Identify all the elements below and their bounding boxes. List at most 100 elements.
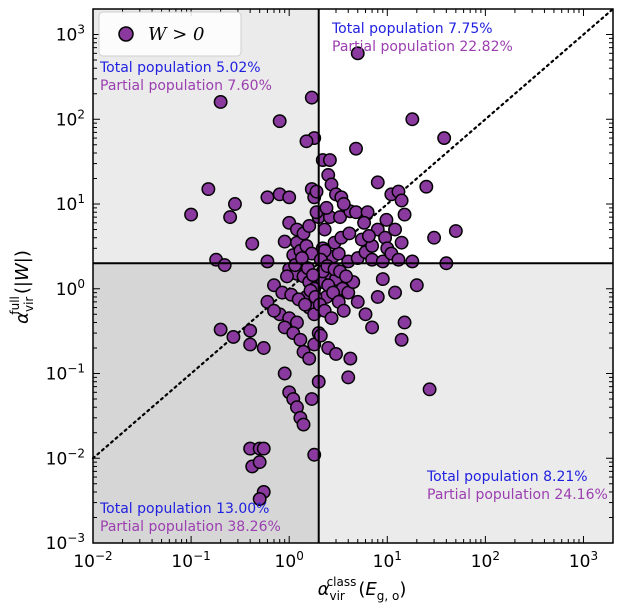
legend-box <box>98 11 242 57</box>
data-point <box>298 297 312 312</box>
x-tick-label: 103 <box>569 549 598 572</box>
data-point <box>243 323 258 338</box>
data-point <box>293 332 308 347</box>
plot-frame <box>92 8 614 544</box>
data-point <box>324 311 339 326</box>
data-point <box>358 307 373 322</box>
data-point <box>397 315 412 330</box>
data-point <box>388 285 402 300</box>
data-point <box>184 207 199 222</box>
annotation-top-left-partial: Partial population 7.60% <box>100 78 272 94</box>
data-point <box>302 351 317 366</box>
data-point <box>252 455 267 470</box>
data-point <box>309 184 324 199</box>
axis-ticks: 10−2 10−1 100 101 102 10310−310−210−110010110… <box>46 8 614 572</box>
annotation-bottom-right-partial: Partial population 24.16% <box>427 487 608 503</box>
data-point <box>256 341 271 355</box>
x-tick-label: 10−2 <box>73 549 112 572</box>
data-point <box>319 200 334 215</box>
x-tick-label: 102 <box>471 549 500 572</box>
data-point <box>272 114 287 129</box>
data-point <box>342 226 357 241</box>
y-tick-label: 10−2 <box>46 446 85 469</box>
data-point <box>357 215 372 230</box>
data-point <box>349 205 363 220</box>
quadrant-annotations: Total population 5.02% Partial populatio… <box>99 21 608 535</box>
data-point <box>361 228 376 243</box>
annotation-bottom-right-total: Total population 8.21% <box>426 469 588 485</box>
y-tick-label: 101 <box>56 192 85 215</box>
data-point <box>394 193 409 208</box>
data-point <box>341 370 356 385</box>
data-point <box>213 322 228 337</box>
data-point <box>370 175 385 190</box>
data-point <box>329 347 343 361</box>
data-point <box>336 303 351 318</box>
annotation-bottom-left-total: Total population 13.00% <box>99 501 269 517</box>
data-point <box>339 269 354 284</box>
x-tick-label: 10−1 <box>171 549 210 572</box>
data-point <box>306 268 320 283</box>
y-tick-label: 103 <box>56 23 85 46</box>
data-points <box>184 46 463 507</box>
annotation-bottom-left-partial: Partial population 38.26% <box>100 519 281 535</box>
data-point <box>336 197 351 211</box>
data-point <box>313 328 328 343</box>
y-tick-label: 10−1 <box>46 362 85 385</box>
data-point <box>375 272 390 287</box>
data-point <box>260 254 275 269</box>
y-tick-label: 102 <box>56 107 85 130</box>
data-point <box>277 366 292 381</box>
legend-marker <box>118 26 134 42</box>
data-point <box>307 447 322 462</box>
data-point <box>267 303 281 318</box>
data-point <box>388 222 402 237</box>
y-tick-label: 10−3 <box>46 531 85 554</box>
y-axis-label: αvirfull(|W|) <box>8 250 36 324</box>
data-point <box>394 235 409 250</box>
data-point <box>256 441 271 456</box>
legend: W > 0 <box>98 11 242 57</box>
data-point <box>295 251 309 266</box>
data-point <box>448 224 463 238</box>
data-point <box>317 222 332 237</box>
data-point <box>282 190 297 205</box>
data-point <box>304 90 319 105</box>
data-point <box>419 179 434 194</box>
x-tick-label: 101 <box>373 549 402 572</box>
data-point <box>217 258 232 273</box>
x-axis-label: αvirclass (Eg, o) <box>318 575 407 603</box>
legend-label-w-positive: W > 0 <box>148 24 204 45</box>
data-point <box>304 392 319 406</box>
y-tick-label: 100 <box>56 277 85 300</box>
data-point <box>350 294 365 309</box>
data-point <box>394 332 409 347</box>
data-point <box>296 417 311 432</box>
data-point <box>213 95 228 109</box>
data-point <box>277 234 292 249</box>
data-point <box>405 112 420 127</box>
data-point <box>280 269 294 284</box>
data-point <box>397 207 412 222</box>
data-point <box>379 212 394 227</box>
data-point <box>322 153 337 168</box>
data-point <box>349 141 363 156</box>
data-point <box>343 351 358 366</box>
data-point <box>201 182 216 197</box>
data-point <box>375 254 390 269</box>
data-point <box>252 492 267 507</box>
data-point <box>226 329 241 344</box>
axes-frame <box>92 8 614 544</box>
data-point <box>333 210 348 225</box>
x-tick-label: 100 <box>275 549 304 572</box>
data-point <box>302 219 317 233</box>
threshold-lines <box>93 9 613 543</box>
data-point <box>409 278 424 293</box>
annotation-top-right-total: Total population 7.75% <box>331 21 493 37</box>
data-point <box>228 197 242 211</box>
data-point <box>350 46 365 61</box>
data-point <box>437 131 452 146</box>
data-point <box>243 337 258 352</box>
data-point <box>245 236 260 251</box>
